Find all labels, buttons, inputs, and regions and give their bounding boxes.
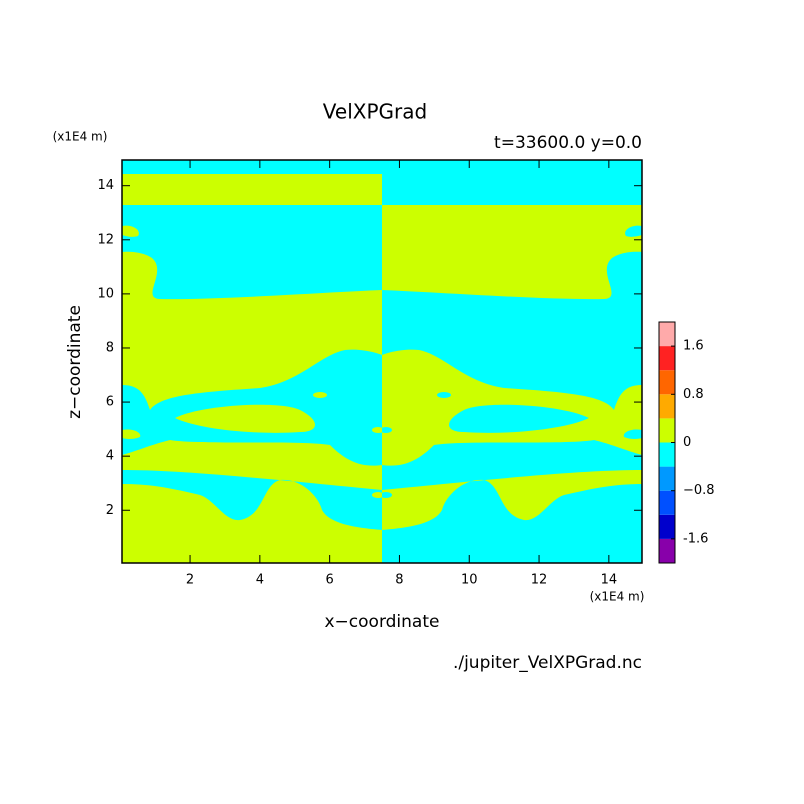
colorbar-segment <box>659 490 675 515</box>
region <box>437 392 451 398</box>
x-tick-label: 10 <box>461 573 478 588</box>
chart-title: VelXPGrad <box>323 100 427 124</box>
colorbar-tick-label: 0.8 <box>683 387 704 402</box>
plot-frame <box>121 159 643 564</box>
field-right <box>382 160 642 563</box>
region <box>122 429 141 439</box>
region <box>122 205 382 300</box>
x-tick-label: 8 <box>395 573 403 588</box>
region <box>623 429 642 439</box>
region <box>449 404 589 433</box>
x-axis-label: x−coordinate <box>325 612 440 632</box>
colorbar-tick-label: −0.8 <box>683 483 715 498</box>
region <box>122 225 139 237</box>
colorbar-segment <box>659 538 675 563</box>
region <box>382 492 392 498</box>
contour-field <box>122 160 642 563</box>
colorbar-segment <box>659 394 675 419</box>
x-tick-label: 6 <box>326 573 334 588</box>
colorbar-segment <box>659 466 675 491</box>
region <box>382 427 392 433</box>
mirrored-half <box>382 205 642 530</box>
y-axis-label: z−coordinate <box>65 305 85 419</box>
y-tick-label: 10 <box>97 286 114 301</box>
y-tick-label: 2 <box>106 503 114 518</box>
x-tick-label: 14 <box>601 573 618 588</box>
colorbar-tick-label: 0 <box>683 435 691 450</box>
field-left <box>122 160 382 563</box>
x-tick-label: 12 <box>531 573 548 588</box>
colorbar-segment <box>659 346 675 371</box>
y-tick-label: 14 <box>97 178 114 193</box>
region <box>122 470 382 530</box>
region <box>313 392 327 398</box>
region <box>122 160 382 174</box>
region <box>175 404 315 433</box>
y-tick-label: 6 <box>106 395 114 410</box>
source-file: ./jupiter_VelXPGrad.nc <box>453 653 642 673</box>
colorbar-tick-label: 1.6 <box>683 339 704 354</box>
y-tick-label: 12 <box>97 232 114 247</box>
region <box>382 160 642 174</box>
colorbar-segment <box>659 514 675 539</box>
chart-subtitle: t=33600.0 y=0.0 <box>494 133 642 153</box>
region <box>382 205 642 300</box>
colorbar-segment <box>659 442 675 467</box>
y-tick-label: 4 <box>106 449 114 464</box>
y-unit: (x1E4 m) <box>53 130 108 144</box>
colorbar-tick-label: -1.6 <box>683 531 708 546</box>
region <box>372 427 382 433</box>
region <box>625 225 642 237</box>
x-tick-label: 4 <box>256 573 264 588</box>
colorbar-segment <box>659 418 675 443</box>
x-unit: (x1E4 m) <box>590 590 645 604</box>
region <box>372 492 382 498</box>
colorbar-segment <box>659 370 675 395</box>
region <box>382 470 642 530</box>
colorbar-segment <box>659 322 675 347</box>
x-tick-label: 2 <box>186 573 194 588</box>
y-tick-label: 8 <box>106 340 114 355</box>
